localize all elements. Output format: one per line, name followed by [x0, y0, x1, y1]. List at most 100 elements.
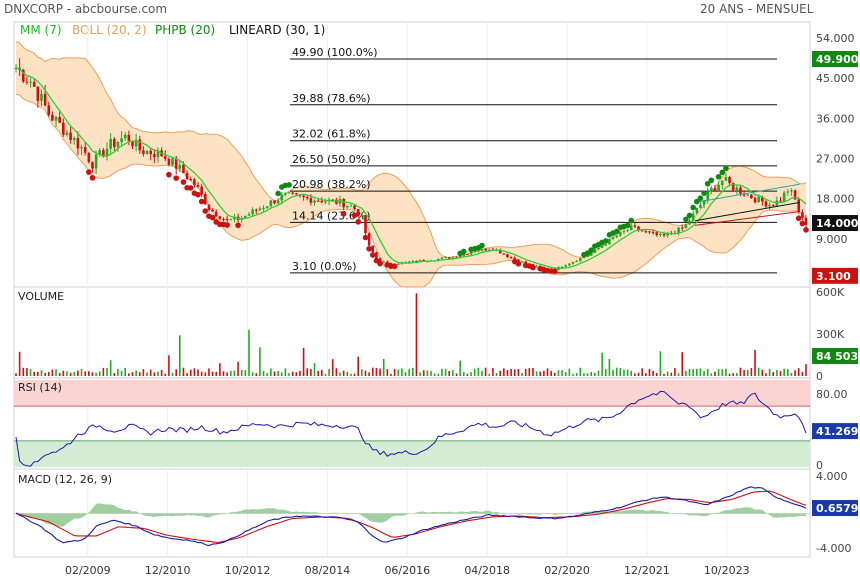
phpb-low-marker [377, 260, 383, 267]
candle-body [291, 192, 294, 194]
candle-body [109, 138, 112, 149]
candle-body [640, 230, 644, 232]
x-tick-8: 10/2023 [704, 564, 750, 577]
fib-label-6: 3.10 (0.0%) [292, 260, 357, 273]
candle-body [367, 233, 371, 246]
bollinger-lower [15, 93, 807, 288]
candle-body [342, 198, 345, 208]
candle-body [382, 261, 385, 263]
candle-body [560, 266, 564, 268]
phpb-low-marker [799, 220, 806, 227]
phpb-high-marker [479, 242, 485, 249]
rsi-line [15, 390, 807, 467]
candle-body [94, 154, 98, 169]
candle-body [375, 252, 378, 259]
chart-period[interactable]: 20 ANS - MENSUEL [700, 2, 814, 16]
candle-body [302, 195, 305, 198]
badge-macd-bg [812, 500, 858, 517]
badge-high-bg [812, 51, 858, 68]
legend-phpb: PHPB (20) [155, 23, 215, 37]
price-tick-5: 9.000 [816, 233, 848, 246]
candle-body [786, 191, 790, 193]
candle-body [418, 260, 422, 262]
candle-body [123, 134, 127, 139]
phpb-low-marker [187, 185, 194, 191]
phpb-low-marker [89, 175, 96, 181]
candle-body [204, 194, 207, 205]
phpb-low-marker [180, 179, 187, 185]
candle-body [21, 69, 25, 82]
candle-body [163, 156, 167, 159]
phpb-low-marker [195, 191, 201, 198]
macd-histogram [16, 503, 806, 527]
volume-title: VOLUME [18, 290, 64, 303]
phpb-low-marker [198, 198, 205, 205]
bollinger-upper [15, 41, 807, 258]
volume-tick-2: 0 [816, 370, 823, 383]
candle-body [480, 248, 484, 251]
phpb-high-marker [460, 248, 467, 255]
candle-body [331, 199, 335, 201]
candle-body [91, 162, 94, 169]
phpb-high-marker [704, 180, 711, 187]
candle-body [80, 147, 83, 149]
candle-body [600, 245, 604, 248]
candle-body [127, 134, 131, 142]
candle-body [218, 216, 222, 219]
candle-body [222, 218, 225, 220]
volume-tick-0: 600K [816, 286, 845, 299]
macd-line [15, 486, 807, 547]
phpb-high-marker [588, 247, 595, 253]
candle-body [171, 158, 174, 165]
candle-body [258, 208, 262, 211]
phpb-low-marker [369, 252, 376, 258]
value-badges: 49.900 14.000 3.100 84 503 41.269 0.6579 [812, 51, 859, 517]
phpb-high-marker [701, 190, 707, 196]
candle-body [564, 265, 568, 267]
fib-label-5: 14.14 (23.6%) [292, 209, 371, 222]
candle-body [520, 261, 524, 263]
candle-body [51, 114, 54, 121]
candle-body [804, 217, 808, 225]
candle-body [69, 132, 72, 141]
candle-body [724, 177, 728, 181]
macd-panel [13, 468, 811, 558]
candle-body [47, 105, 51, 115]
candle-body [229, 219, 233, 221]
badge-current-bg [812, 215, 858, 232]
candle-body [487, 249, 491, 251]
candle-body [313, 200, 316, 203]
candle-body [349, 205, 353, 207]
candle-body [174, 158, 178, 169]
macd-tick-0: 4.000 [816, 470, 848, 483]
candle-body [797, 199, 801, 213]
candle-body [604, 244, 608, 246]
phpb-high-marker [275, 190, 281, 197]
legend-mm: MM (7) [20, 23, 62, 37]
candle-body [269, 200, 273, 207]
candle-body [629, 225, 633, 231]
candle-body [40, 93, 43, 101]
candle-body [120, 138, 123, 143]
candle-body [284, 192, 287, 195]
candle-body [211, 209, 214, 212]
badge-low: 3.100 [816, 270, 851, 283]
candle-body [782, 192, 786, 202]
phpb-low-marker [340, 210, 347, 217]
fib-label-2: 32.02 (61.8%) [292, 128, 371, 141]
price-tick-2: 36.000 [816, 112, 855, 125]
candle-body [273, 200, 276, 204]
candle-body [105, 148, 109, 157]
phpb-low-marker [391, 263, 398, 270]
candle-body [196, 185, 200, 187]
candle-body [280, 194, 284, 201]
macd-tick-2: -4.000 [816, 542, 851, 555]
moving-average [15, 67, 807, 269]
candle-body [484, 248, 487, 251]
candle-body [54, 116, 58, 121]
candle-body [153, 154, 156, 158]
candle-body [593, 249, 597, 253]
candle-body [706, 191, 710, 201]
phpb-low-marker [362, 234, 369, 241]
